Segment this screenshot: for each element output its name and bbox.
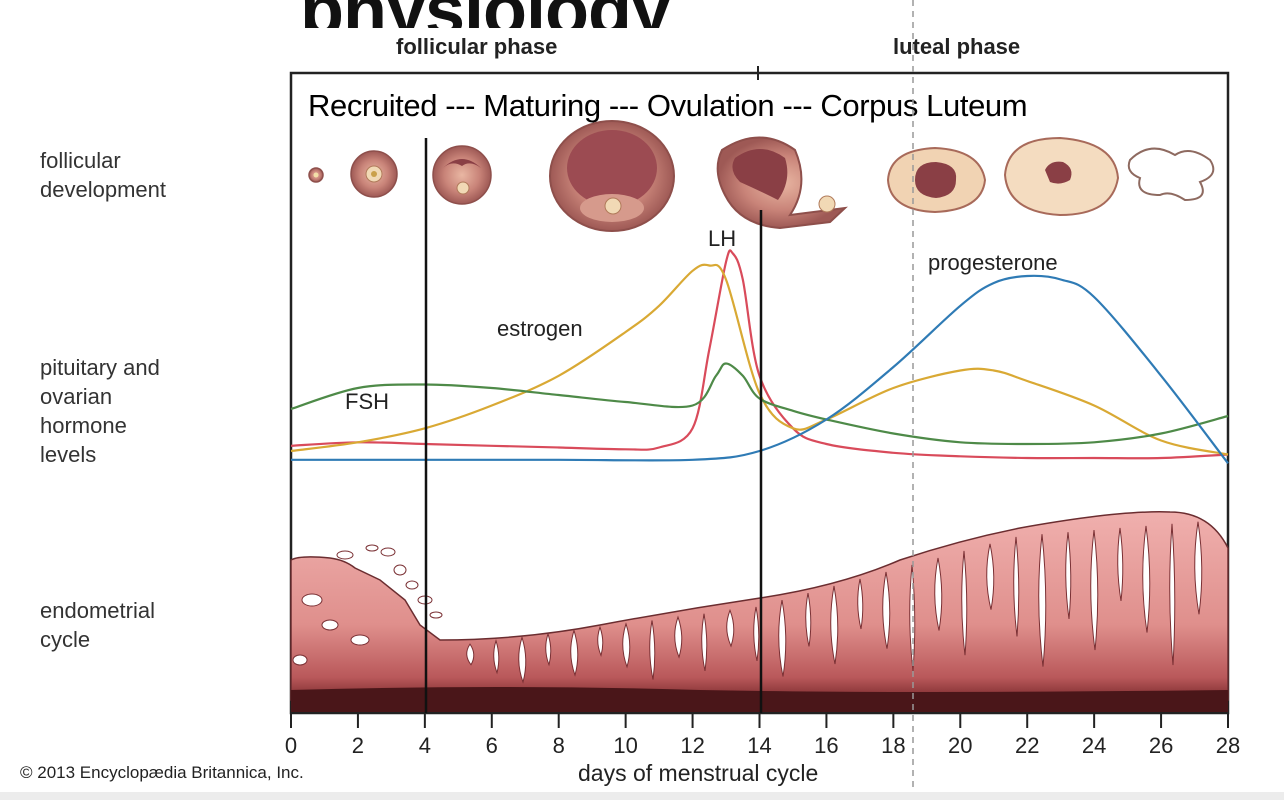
- oocyte: [818, 195, 836, 213]
- x-tick-label: 28: [1216, 733, 1240, 758]
- gland: [701, 613, 708, 672]
- gland: [622, 622, 631, 669]
- x-tick-label: 8: [553, 733, 565, 758]
- x-tick-label: 12: [680, 733, 704, 758]
- x-tick-label: 26: [1149, 733, 1173, 758]
- gland: [545, 632, 552, 667]
- oocyte: [456, 181, 470, 195]
- gland: [726, 608, 735, 648]
- tissue-fragment: [350, 634, 370, 646]
- tissue-fragment: [321, 619, 339, 631]
- endometrial-glands: [292, 521, 1203, 684]
- oocyte: [604, 197, 622, 215]
- progesterone-curve: [291, 274, 1229, 464]
- tissue-fragment: [365, 544, 379, 552]
- endometrium-lining: [290, 511, 1229, 701]
- x-tick-label: 18: [881, 733, 905, 758]
- estrogen-curve: [290, 263, 1229, 456]
- row-label-endometrial: endometrial cycle: [40, 598, 155, 652]
- fsh-curve: [290, 362, 1229, 446]
- antrum: [732, 149, 788, 200]
- row-label-hormones: pituitary and ovarian hormone levels: [40, 355, 160, 467]
- corpus-albicans: [1127, 147, 1215, 202]
- bottom-strip: [0, 792, 1284, 800]
- gland: [753, 606, 760, 662]
- x-axis: 0 2 4 6 8 10 12 14 16 18 20 22 24 26 28: [285, 713, 1240, 758]
- gland: [778, 599, 787, 677]
- x-tick-label: 20: [948, 733, 972, 758]
- tissue-fragment: [292, 654, 308, 666]
- luteal-phase-label: luteal phase: [893, 34, 1021, 59]
- page-title: physiology: [0, 0, 1284, 28]
- oocyte: [313, 172, 319, 178]
- follicle-secondary: [432, 145, 492, 205]
- x-tick-label: 2: [352, 733, 364, 758]
- follicle-series: [308, 120, 1215, 232]
- x-tick-label: 6: [486, 733, 498, 758]
- lh-curve: [290, 249, 1229, 460]
- gland: [934, 557, 943, 631]
- estrogen-label: estrogen: [497, 316, 583, 341]
- gland: [466, 643, 475, 666]
- gland: [570, 628, 579, 677]
- gland: [1090, 530, 1099, 651]
- x-tick-label: 0: [285, 733, 297, 758]
- gland: [986, 543, 995, 610]
- gland: [805, 592, 812, 647]
- antrum: [443, 159, 481, 168]
- fsh-label: FSH: [345, 389, 389, 414]
- tissue-fragment: [405, 580, 419, 590]
- x-axis-label: days of menstrual cycle: [578, 760, 819, 786]
- tissue-fragment: [336, 550, 354, 560]
- gland: [493, 639, 500, 675]
- gland: [518, 635, 527, 684]
- gland: [961, 550, 968, 656]
- gland: [649, 620, 656, 680]
- clot: [915, 162, 957, 198]
- tissue-fragment: [380, 547, 396, 557]
- x-tick-label: 10: [613, 733, 637, 758]
- gland: [1169, 523, 1176, 666]
- tissue-fragment: [301, 593, 323, 607]
- tissue-fragment: [429, 611, 443, 619]
- gland: [1038, 534, 1047, 667]
- tissue-fragment: [393, 564, 407, 576]
- x-tick-label: 22: [1015, 733, 1039, 758]
- x-tick-label: 4: [419, 733, 431, 758]
- basal-layer: [291, 687, 1228, 712]
- stages-caption: Recruited --- Maturing --- Ovulation ---…: [308, 88, 1028, 123]
- hormone-curves: [290, 249, 1229, 464]
- progesterone-label: progesterone: [928, 250, 1058, 275]
- x-tick-label: 14: [747, 733, 771, 758]
- gland: [1013, 536, 1020, 637]
- gland: [1194, 521, 1203, 615]
- clot: [1045, 161, 1072, 184]
- x-tick-label: 24: [1082, 733, 1106, 758]
- gland: [674, 615, 683, 659]
- gland: [882, 571, 891, 649]
- copyright-notice: © 2013 Encyclopædia Britannica, Inc.: [20, 763, 304, 782]
- x-tick-label: 16: [814, 733, 838, 758]
- gland: [1117, 527, 1124, 601]
- lh-label: LH: [708, 226, 737, 251]
- gland: [857, 578, 864, 630]
- oocyte-nucleus: [371, 171, 377, 177]
- endometrium: [290, 511, 1229, 712]
- gland: [597, 625, 604, 657]
- gland: [830, 585, 839, 665]
- antrum: [567, 130, 657, 206]
- gland: [1065, 532, 1072, 620]
- follicular-phase-label: follicular phase: [396, 34, 558, 59]
- row-label-follicular: follicular development: [40, 148, 166, 202]
- gland: [1142, 525, 1151, 633]
